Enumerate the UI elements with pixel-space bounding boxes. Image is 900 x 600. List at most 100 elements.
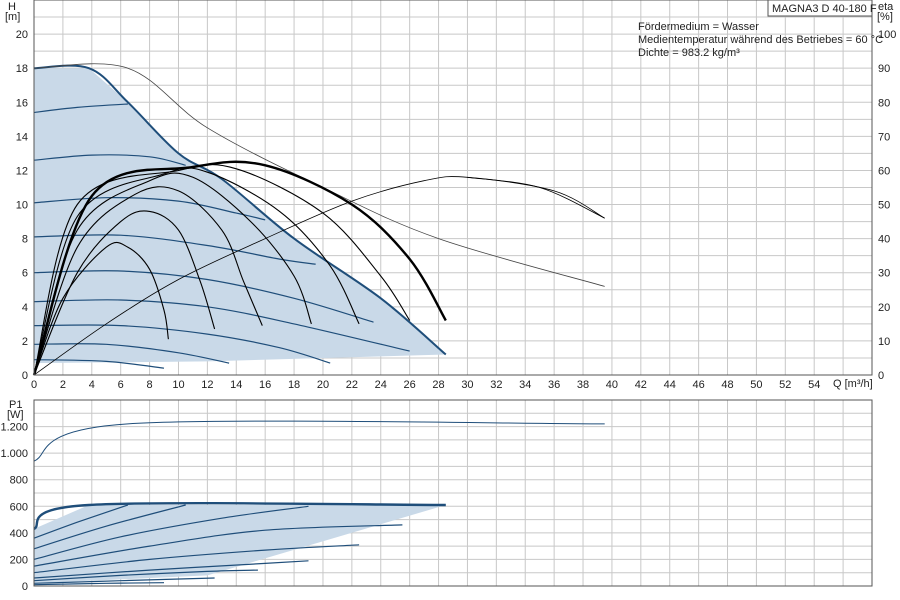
head-pressure-curve [33,103,128,114]
head-pressure-curve [33,234,316,265]
power-curve [33,544,360,574]
x-tick-label: 20 [317,379,329,391]
head-chart-grid [33,0,873,376]
power-curve [33,504,186,550]
head-y-tick-label: 20 [16,29,28,41]
power-area-fill [34,505,446,584]
power-y-tick-label: 1.000 [0,448,28,460]
x-tick-label: 52 [779,379,791,391]
power-chart-frame [33,399,873,587]
head-y-tick-label: 2 [22,336,28,348]
x-tick-label: 16 [259,379,271,391]
x-tick-label: 46 [692,379,704,391]
head-pressure-curve [33,154,186,166]
power-y-tick-label: 200 [10,554,28,566]
head-max-curve [33,64,447,356]
x-tick-label: 8 [147,379,153,391]
x-tick-label: 30 [461,379,473,391]
head-y-tick-label: 8 [22,234,28,246]
x-tick-label: 2 [60,379,66,391]
power-y-tick-label: 600 [10,501,28,513]
head-y-tick-label: 6 [22,268,28,280]
power-y-tick-label: 400 [10,528,28,540]
head-system-curve [33,241,169,376]
head-y-tick-label: 10 [16,200,28,212]
x-tick-label: 0 [31,379,37,391]
eta-y-tick-label: 80 [878,97,890,109]
x-tick-label: 18 [288,379,300,391]
x-tick-label: 38 [577,379,589,391]
x-tick-label: 50 [750,379,762,391]
power-curve [33,582,165,586]
head-operating-area [34,68,446,364]
x-tick-label: 14 [230,379,242,391]
eta-y-tick-label: 40 [878,234,890,246]
head-y-tick-label: 0 [22,370,28,382]
efficiency-curve [467,176,605,219]
power-curve [33,569,258,582]
head-curves [32,63,605,376]
power-curve [33,560,309,579]
head-y-tick-label: 18 [16,63,28,75]
power-curves [33,420,605,586]
eta-y-tick-label: 100 [878,29,896,41]
head-pressure-curve [33,359,165,369]
head-y-tick-label: 4 [22,302,28,314]
power-curve [33,524,403,567]
x-tick-label: 32 [490,379,502,391]
x-tick-label: 36 [548,379,560,391]
x-tick-label: 34 [519,379,531,391]
power-curve [33,502,446,530]
head-system-curve [33,167,360,376]
eta-axis-unit: [%] [877,11,893,23]
power-operating-area [34,505,446,584]
head-system-curve [33,186,263,376]
head-max-double-curve [33,63,605,287]
power-max-double-curve [33,420,605,462]
eta-y-tick-label: 20 [878,302,890,314]
power-curve [33,504,129,539]
eta-axis-label: eta [878,1,894,13]
info-density: Dichte = 983.2 kg/m³ [638,47,740,59]
power-curve [33,577,215,584]
eta-y-tick-label: 70 [878,131,890,143]
x-tick-label: 22 [346,379,358,391]
head-system-curve [32,160,447,376]
head-chart-ticks: 0 2 4 6 8 10 12 14 16 18 20 22 24 26 28 30 32 34 36 38 40 42 4… [16,29,897,391]
head-area-fill [34,68,446,364]
model-label: MAGNA3 D 40-180 F [772,3,877,15]
head-y-tick-label: 16 [16,97,28,109]
head-pressure-curve [33,270,374,323]
eta-y-tick-label: 50 [878,200,890,212]
x-tick-label: 4 [89,379,95,391]
head-pressure-curve [33,299,410,352]
head-chart-frame [33,0,873,376]
head-system-curve [33,210,216,376]
x-tick-label: 6 [118,379,124,391]
eta-y-tick-label: 60 [878,165,890,177]
head-system-curve [33,164,411,376]
power-y-tick-label: 800 [10,475,28,487]
x-tick-label: 12 [201,379,213,391]
x-tick-label: 10 [172,379,184,391]
power-axis-label: P1 [9,399,22,411]
eta-y-tick-label: 10 [878,336,890,348]
power-y-tick-label: 0 [22,581,28,593]
power-y-tick-label: 1.200 [0,422,28,434]
flow-axis-label: Q [m³/h] [833,378,873,390]
x-tick-label: 48 [721,379,733,391]
x-tick-label: 24 [375,379,387,391]
head-y-tick-label: 14 [16,131,28,143]
eta-y-tick-label: 0 [878,370,884,382]
x-tick-label: 40 [606,379,618,391]
head-pressure-curve [33,324,331,364]
x-tick-label: 42 [635,379,647,391]
head-axis-label: H [8,1,16,13]
head-axis-unit: [m] [5,11,20,23]
eta-y-tick-label: 30 [878,268,890,280]
x-tick-label: 44 [664,379,676,391]
power-curve [33,505,309,560]
x-tick-label: 54 [808,379,820,391]
